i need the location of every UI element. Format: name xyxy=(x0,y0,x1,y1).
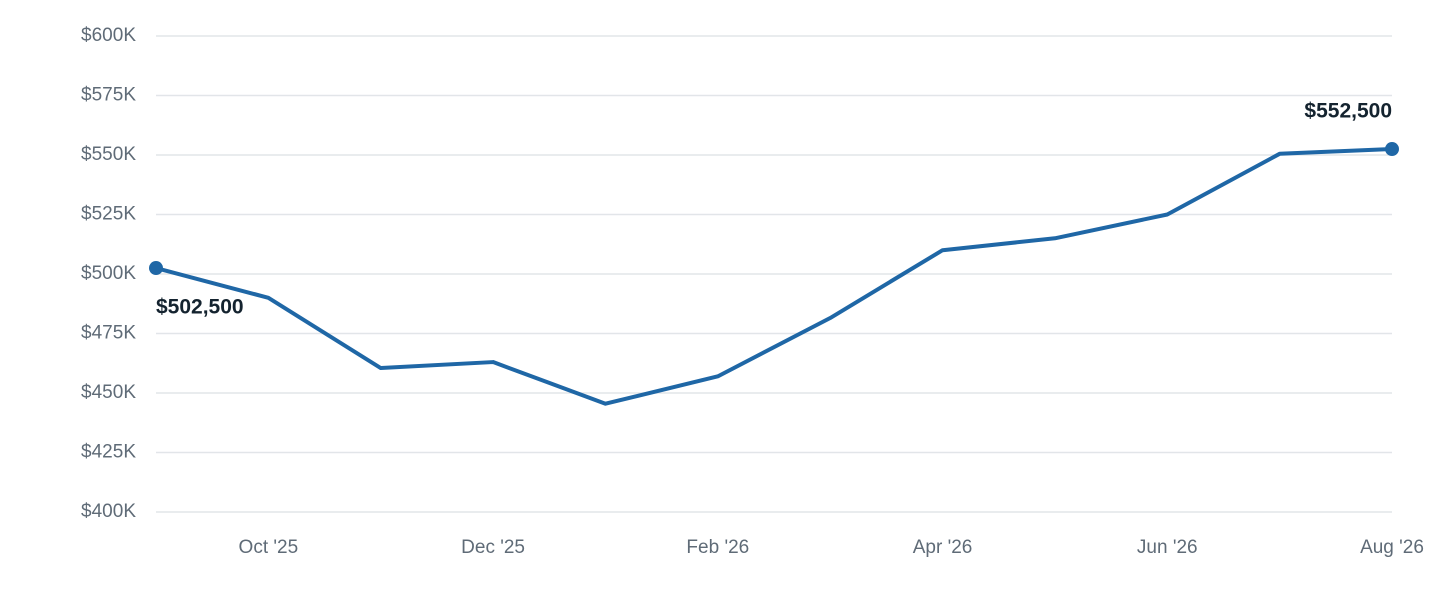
y-tick-label: $575K xyxy=(81,85,136,106)
x-tick-label: Aug '26 xyxy=(1360,537,1424,558)
point xyxy=(149,261,163,276)
x-tick-label: Oct '25 xyxy=(239,537,299,558)
y-tick-label: $450K xyxy=(81,382,136,403)
y-tick-label: $525K xyxy=(81,204,136,225)
x-tick-label: Feb '26 xyxy=(686,537,749,558)
y-tick-label: $550K xyxy=(81,144,136,165)
y-tick-label: $400K xyxy=(81,501,136,522)
point xyxy=(1385,142,1399,157)
y-tick-label: $600K xyxy=(81,25,136,46)
y-tick-label: $425K xyxy=(81,442,136,463)
x-tick-label: Dec '25 xyxy=(461,537,525,558)
value-label: $552,500 xyxy=(1304,100,1392,123)
x-tick-label: Apr '26 xyxy=(913,537,973,558)
value-label: $502,500 xyxy=(156,296,244,319)
y-tick-label: $500K xyxy=(81,263,136,284)
y-tick-label: $475K xyxy=(81,323,136,344)
x-tick-label: Jun '26 xyxy=(1137,537,1198,558)
line xyxy=(155,147,1393,406)
